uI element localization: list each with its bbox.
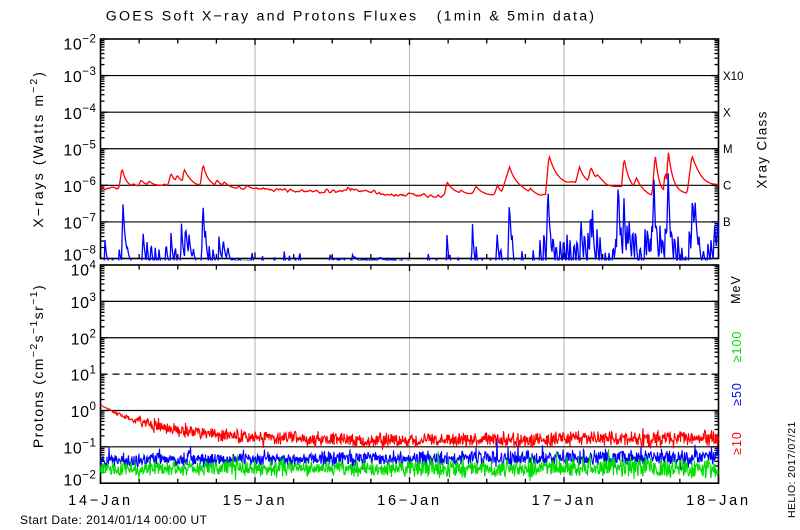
- svg-text:16−Jan: 16−Jan: [377, 493, 442, 509]
- svg-text:18−Jan: 18−Jan: [686, 493, 751, 509]
- svg-text:15−Jan: 15−Jan: [223, 493, 288, 509]
- svg-text:HELIO: 2017/07/21: HELIO: 2017/07/21: [786, 421, 798, 518]
- svg-text:≥50: ≥50: [730, 382, 744, 406]
- svg-text:17−Jan: 17−Jan: [532, 493, 597, 509]
- svg-text:X: X: [723, 107, 731, 119]
- svg-text:GOES Soft X−ray and Protons Fl: GOES Soft X−ray and Protons Fluxes (1min…: [106, 9, 596, 25]
- svg-text:≥10: ≥10: [730, 431, 744, 455]
- svg-text:≥100: ≥100: [730, 331, 744, 363]
- svg-text:Xray Class: Xray Class: [755, 110, 770, 188]
- svg-text:C: C: [723, 181, 731, 193]
- svg-text:B: B: [723, 217, 731, 229]
- svg-text:Start Date: 2014/01/14 00:00 U: Start Date: 2014/01/14 00:00 UT: [20, 513, 208, 527]
- svg-text:M: M: [723, 144, 733, 156]
- svg-text:X10: X10: [723, 71, 743, 83]
- svg-text:Protons (cm−2s−1sr−1): Protons (cm−2s−1sr−1): [28, 284, 46, 448]
- svg-text:14−Jan: 14−Jan: [68, 493, 133, 509]
- svg-text:X−rays (Watts m−2): X−rays (Watts m−2): [28, 70, 46, 228]
- svg-text:MeV: MeV: [729, 275, 743, 304]
